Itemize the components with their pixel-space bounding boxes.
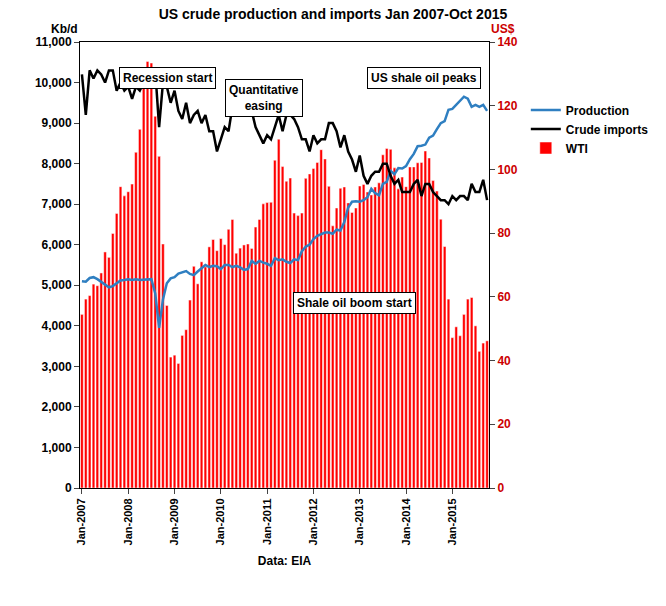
svg-text:Data: EIA: Data: EIA [258, 554, 312, 568]
svg-text:Kb/d: Kb/d [51, 22, 78, 36]
svg-text:Jan-2010: Jan-2010 [214, 498, 226, 545]
svg-text:0: 0 [65, 481, 72, 495]
svg-text:US$: US$ [491, 22, 515, 36]
svg-text:Jan-2012: Jan-2012 [307, 498, 319, 545]
svg-text:Quantitativeeasing: Quantitativeeasing [229, 83, 299, 113]
svg-text:5,000: 5,000 [42, 278, 72, 292]
svg-text:120: 120 [497, 99, 517, 113]
svg-text:Jan-2008: Jan-2008 [122, 498, 134, 545]
svg-text:US crude production and import: US crude production and imports Jan 2007… [159, 6, 508, 22]
svg-text:US shale oil peaks: US shale oil peaks [371, 71, 477, 85]
svg-text:4,000: 4,000 [42, 319, 72, 333]
svg-text:10,000: 10,000 [35, 76, 72, 90]
svg-text:Jan-2007: Jan-2007 [76, 498, 88, 545]
svg-text:1,000: 1,000 [42, 441, 72, 455]
svg-text:Recession start: Recession start [123, 71, 212, 85]
svg-text:7,000: 7,000 [42, 197, 72, 211]
svg-text:Jan-2015: Jan-2015 [446, 498, 458, 545]
svg-text:Production: Production [566, 104, 629, 118]
svg-text:Jan-2009: Jan-2009 [168, 498, 180, 545]
svg-text:6,000: 6,000 [42, 238, 72, 252]
svg-text:Shale oil boom start: Shale oil boom start [297, 296, 412, 310]
svg-text:20: 20 [497, 417, 511, 431]
svg-text:100: 100 [497, 163, 517, 177]
svg-text:60: 60 [497, 290, 511, 304]
svg-text:Jan-2013: Jan-2013 [353, 498, 365, 545]
svg-text:40: 40 [497, 354, 511, 368]
svg-text:Jan-2014: Jan-2014 [400, 498, 412, 546]
svg-text:WTI: WTI [566, 142, 588, 156]
svg-text:11,000: 11,000 [36, 35, 72, 49]
svg-text:9,000: 9,000 [42, 116, 72, 130]
svg-text:80: 80 [497, 226, 511, 240]
svg-text:2,000: 2,000 [42, 400, 72, 414]
svg-text:140: 140 [497, 35, 517, 49]
svg-text:3,000: 3,000 [42, 360, 72, 374]
svg-text:Crude imports: Crude imports [566, 123, 648, 137]
svg-text:0: 0 [497, 481, 504, 495]
svg-text:Jan-2011: Jan-2011 [261, 498, 273, 544]
svg-text:8,000: 8,000 [42, 157, 72, 171]
